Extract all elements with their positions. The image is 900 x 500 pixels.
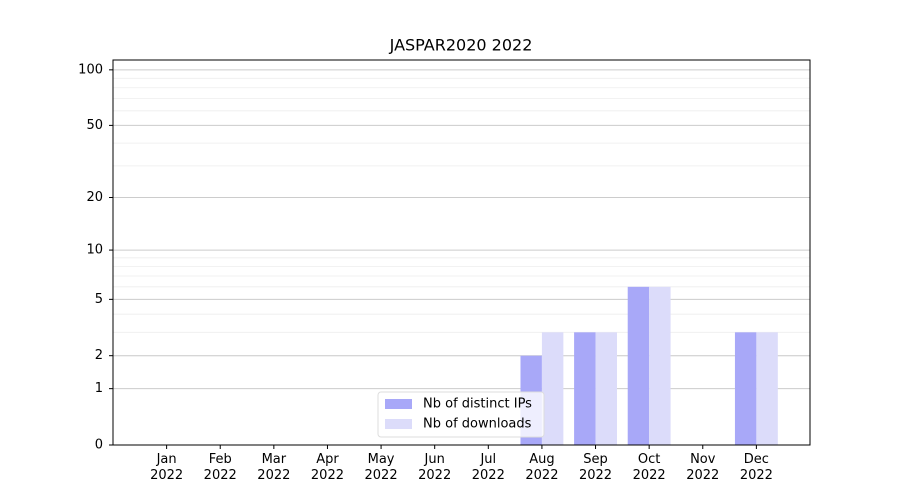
plot-frame — [112, 59, 811, 446]
bar — [595, 332, 617, 445]
y-tick-label: 100 — [78, 62, 103, 77]
x-tick-label: Sep 2022 — [578, 452, 613, 483]
bar — [756, 332, 778, 445]
x-tick-label: Aug 2022 — [525, 452, 559, 483]
bar — [734, 332, 757, 445]
y-tick-label: 0 — [95, 438, 103, 453]
x-tick-label: May 2022 — [364, 452, 398, 483]
y-tick-label: 50 — [86, 118, 103, 133]
bar — [649, 286, 671, 445]
x-tick-label: Nov 2022 — [686, 452, 720, 483]
legend: Nb of distinct IPs Nb of downloads — [377, 391, 545, 438]
x-tick-label: Jul 2022 — [471, 452, 505, 483]
legend-swatch — [385, 399, 412, 409]
bar — [541, 332, 564, 445]
bar — [627, 286, 650, 445]
x-tick-label: Jan 2022 — [150, 452, 184, 483]
x-tick-label: Mar 2022 — [257, 452, 291, 483]
y-tick-label: 1 — [95, 381, 103, 396]
legend-swatch — [385, 419, 412, 429]
legend-label: Nb of downloads — [423, 417, 532, 432]
legend-box — [377, 391, 545, 438]
y-tick-label: 5 — [95, 292, 103, 307]
x-tick-label: Jun 2022 — [418, 452, 452, 483]
x-tick-label: Feb 2022 — [203, 452, 237, 483]
y-tick-label: 20 — [86, 190, 103, 205]
legend-label: Nb of distinct IPs — [423, 397, 532, 412]
y-tick-label: 2 — [95, 348, 103, 363]
bar — [574, 332, 596, 445]
grid — [113, 69, 810, 446]
chart-title: JASPAR2020 2022 — [389, 36, 533, 55]
x-tick-label: Oct 2022 — [632, 452, 666, 483]
x-tick-label: Dec 2022 — [739, 452, 773, 483]
x-tick-label: Apr 2022 — [310, 452, 344, 483]
y-tick-label: 10 — [86, 243, 103, 258]
